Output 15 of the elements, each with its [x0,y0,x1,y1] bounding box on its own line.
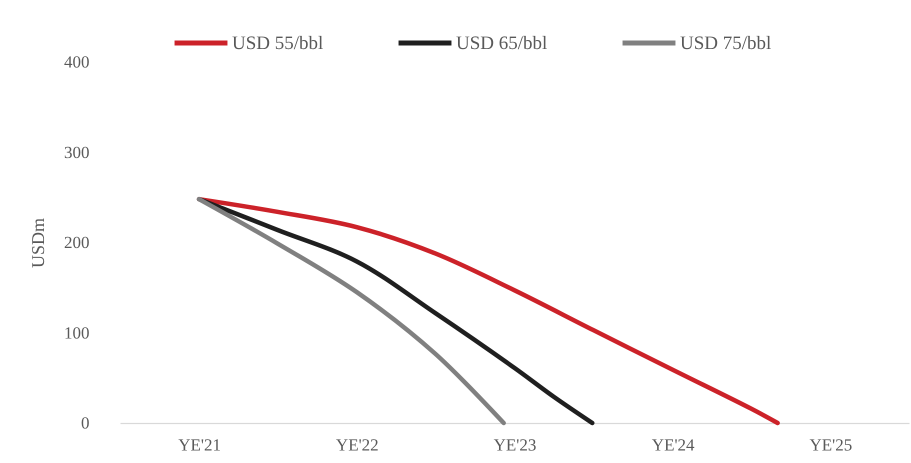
y-tick-label: 100 [64,323,90,342]
y-tick-label: 400 [64,52,90,72]
x-tick-label: YE'24 [652,436,696,454]
y-axis-title: USDm [28,218,48,268]
x-tick-label: YE'21 [178,436,221,454]
x-tick-label: YE'23 [494,436,536,454]
legend-label: USD 65/bbl [456,33,548,54]
legend-label: USD 75/bbl [680,33,772,54]
y-tick-label: 200 [64,233,90,252]
legend-label: USD 55/bbl [232,33,324,54]
x-tick-label: YE'22 [336,436,379,454]
y-tick-label: 300 [64,142,90,162]
x-tick-label: YE'25 [809,436,852,454]
y-tick-label: 0 [81,414,90,432]
line-series [196,196,506,426]
